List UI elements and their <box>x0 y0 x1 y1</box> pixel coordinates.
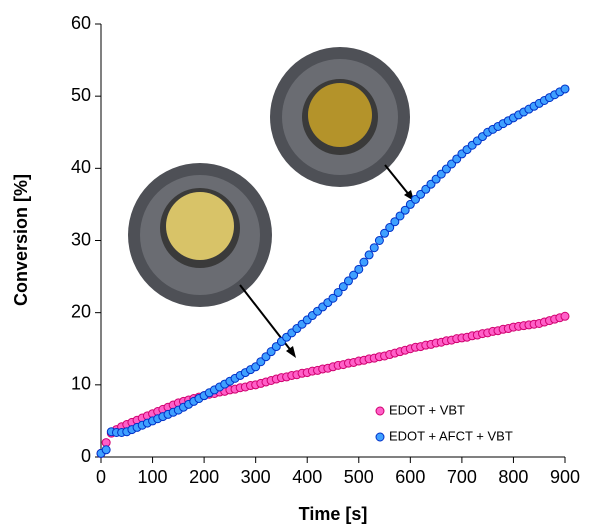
x-tick-label: 500 <box>344 467 374 487</box>
y-tick-label: 30 <box>71 229 91 249</box>
x-tick-label: 600 <box>395 467 425 487</box>
legend-marker <box>376 433 384 441</box>
chart: Time [s] Conversion [%] 0102030405060010… <box>0 0 589 526</box>
y-tick-label: 10 <box>71 374 91 394</box>
x-tick-label: 400 <box>292 467 322 487</box>
y-tick-label: 50 <box>71 85 91 105</box>
x-tick-label: 900 <box>550 467 580 487</box>
data-point <box>561 85 569 93</box>
x-tick-label: 200 <box>189 467 219 487</box>
legend-label: EDOT + AFCT + VBT <box>389 428 513 443</box>
x-axis-title: Time [s] <box>299 504 368 524</box>
data-point <box>360 258 368 266</box>
x-tick-label: 100 <box>138 467 168 487</box>
x-tick-label: 800 <box>498 467 528 487</box>
legend-label: EDOT + VBT <box>389 402 465 417</box>
y-tick-label: 40 <box>71 157 91 177</box>
data-point <box>102 446 110 454</box>
photo-vbt <box>128 163 272 307</box>
data-point <box>355 265 363 273</box>
arrow <box>385 165 410 196</box>
data-point <box>365 251 373 259</box>
y-tick-label: 60 <box>71 13 91 33</box>
data-point <box>370 244 378 252</box>
y-tick-label: 0 <box>81 446 91 466</box>
data-point <box>375 237 383 245</box>
x-tick-label: 0 <box>96 467 106 487</box>
x-tick-label: 300 <box>241 467 271 487</box>
y-axis-title: Conversion [%] <box>11 174 31 306</box>
y-tick-label: 20 <box>71 301 91 321</box>
data-point <box>561 312 569 320</box>
photo-afct <box>270 47 410 187</box>
x-tick-label: 700 <box>447 467 477 487</box>
legend-marker <box>376 407 384 415</box>
